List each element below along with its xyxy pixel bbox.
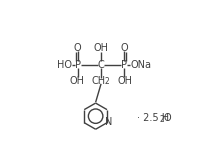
Text: OH: OH [93, 43, 108, 53]
Text: P: P [74, 60, 80, 70]
Text: 2: 2 [159, 115, 164, 124]
Text: O: O [74, 43, 81, 53]
Text: P: P [121, 60, 127, 70]
Text: CH: CH [91, 76, 105, 86]
Text: ONa: ONa [130, 60, 151, 70]
Text: O: O [162, 114, 170, 124]
Text: OH: OH [117, 76, 132, 86]
Text: OH: OH [69, 76, 84, 86]
Text: O: O [120, 43, 128, 53]
Text: 2: 2 [104, 77, 109, 86]
Text: HO: HO [57, 60, 72, 70]
Text: · 2.5 H: · 2.5 H [136, 114, 168, 124]
Text: N: N [104, 117, 112, 127]
Text: C: C [97, 60, 104, 70]
